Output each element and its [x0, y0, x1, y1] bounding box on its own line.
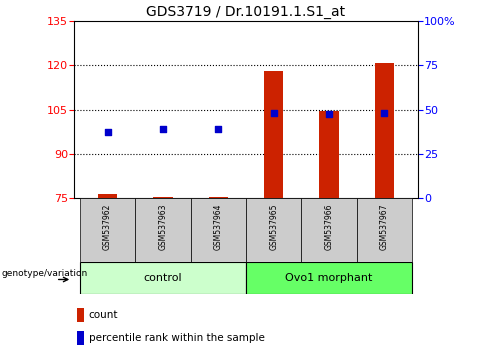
Bar [77, 331, 84, 344]
Bar [80, 262, 246, 294]
Text: GSM537964: GSM537964 [214, 203, 223, 250]
Bar [80, 198, 135, 262]
Title: GDS3719 / Dr.10191.1.S1_at: GDS3719 / Dr.10191.1.S1_at [146, 5, 346, 19]
Bar [209, 197, 228, 198]
Text: GSM537963: GSM537963 [158, 203, 168, 250]
Bar [357, 198, 412, 262]
Bar [301, 198, 357, 262]
Point [104, 129, 111, 135]
Bar [319, 111, 339, 198]
Bar [246, 262, 412, 294]
Point [270, 110, 277, 115]
Text: GSM537966: GSM537966 [324, 203, 334, 250]
Point [325, 111, 333, 117]
Bar [264, 72, 283, 198]
Bar [375, 63, 394, 198]
Text: GSM537962: GSM537962 [103, 203, 112, 250]
Text: GSM537967: GSM537967 [380, 203, 389, 250]
Bar [191, 198, 246, 262]
Bar [135, 198, 191, 262]
Bar [246, 198, 301, 262]
Bar [98, 194, 117, 198]
Point [159, 126, 167, 132]
Bar [77, 308, 84, 322]
Text: Ovo1 morphant: Ovo1 morphant [285, 273, 372, 283]
Text: GSM537965: GSM537965 [269, 203, 278, 250]
Point [381, 110, 388, 115]
Bar [153, 197, 173, 198]
Text: control: control [144, 273, 182, 283]
Text: percentile rank within the sample: percentile rank within the sample [89, 332, 264, 343]
Text: genotype/variation: genotype/variation [1, 269, 88, 278]
Text: count: count [89, 310, 118, 320]
Point [215, 126, 222, 132]
